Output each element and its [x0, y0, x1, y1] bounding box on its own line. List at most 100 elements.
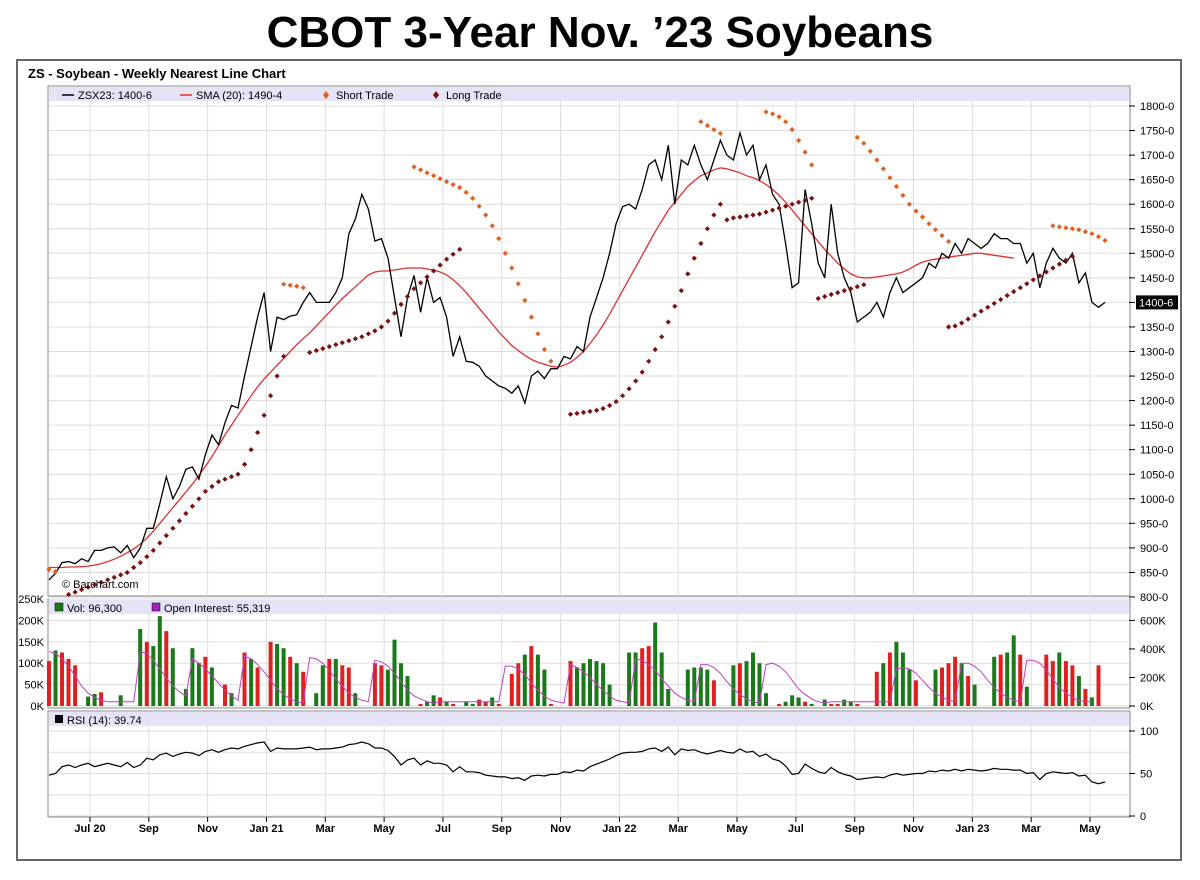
volume-bar	[907, 669, 912, 706]
long-trade-marker	[92, 582, 98, 588]
long-trade-marker	[85, 584, 91, 590]
volume-right-tick: 200K	[1140, 672, 1166, 684]
volume-bar	[992, 656, 997, 706]
price-y-tick: 1350-0	[1140, 322, 1174, 334]
volume-bar	[731, 665, 736, 706]
short-trade-marker	[893, 183, 899, 190]
short-trade-marker	[913, 208, 919, 214]
short-trade-marker	[717, 130, 723, 137]
volume-bar	[568, 661, 573, 706]
short-trade-marker	[770, 111, 776, 117]
short-trade-marker	[1076, 227, 1082, 233]
legend-swatch	[433, 91, 439, 99]
volume-bar	[783, 701, 788, 706]
volume-left-tick: 150K	[18, 637, 44, 649]
short-trade-marker	[418, 167, 424, 173]
volume-bar	[255, 667, 260, 706]
volume-bar	[294, 663, 299, 706]
long-trade-marker	[952, 323, 958, 329]
volume-bar	[653, 622, 658, 706]
short-trade-marker	[300, 285, 306, 291]
short-trade-marker	[450, 182, 456, 188]
volume-legend-label: Vol: 96,300	[67, 603, 122, 615]
short-trade-marker	[946, 238, 952, 245]
long-trade-marker	[978, 308, 984, 314]
long-trade-marker	[333, 342, 339, 348]
long-trade-marker	[1069, 253, 1075, 259]
long-trade-marker	[567, 411, 574, 417]
volume-legend-label: Open Interest: 55,319	[164, 603, 270, 615]
short-trade-marker	[457, 184, 463, 191]
volume-bar	[685, 669, 690, 706]
legend-label: Long Trade	[446, 90, 502, 102]
volume-bar	[1063, 661, 1068, 706]
short-trade-marker	[783, 119, 789, 125]
volume-bar	[405, 676, 410, 706]
short-trade-marker	[776, 114, 782, 120]
volume-bar	[692, 667, 697, 706]
price-panel	[47, 85, 1131, 597]
long-trade-marker	[652, 346, 658, 353]
volume-bar	[1050, 661, 1055, 706]
long-trade-marker	[756, 211, 763, 217]
price-y-tick: 1450-0	[1140, 273, 1174, 285]
long-trade-marker	[268, 393, 274, 399]
volume-bar	[522, 654, 527, 706]
long-trade-marker	[633, 378, 639, 384]
volume-left-tick: 250K	[18, 594, 44, 606]
volume-bar	[327, 658, 332, 706]
price-y-tick: 1550-0	[1140, 224, 1174, 236]
x-tick-label: Jul	[435, 823, 451, 835]
short-trade-marker	[861, 140, 867, 146]
long-trade-marker	[704, 226, 710, 232]
long-trade-marker	[157, 540, 163, 546]
long-trade-marker	[991, 300, 997, 306]
volume-bar	[646, 646, 651, 706]
long-trade-marker	[228, 474, 235, 480]
volume-legend-swatch	[54, 602, 64, 612]
volume-bar	[881, 663, 886, 706]
long-trade-marker	[424, 274, 430, 280]
long-trade-marker	[1050, 265, 1056, 271]
volume-bar	[1083, 688, 1088, 706]
volume-bar	[666, 688, 671, 706]
short-trade-marker	[470, 195, 476, 201]
volume-bar	[588, 658, 592, 706]
long-trade-marker	[359, 334, 365, 340]
long-trade-marker	[965, 316, 971, 322]
volume-bar	[483, 701, 488, 706]
volume-bar	[47, 661, 51, 706]
volume-bar	[379, 665, 384, 706]
volume-legend-bar	[49, 600, 1129, 614]
volume-bar	[913, 680, 918, 706]
short-trade-marker	[1089, 231, 1095, 237]
short-trade-marker	[535, 331, 541, 337]
volume-bar	[418, 703, 423, 706]
long-trade-marker	[972, 312, 978, 318]
volume-bar	[268, 641, 273, 706]
volume-bar	[1011, 635, 1016, 706]
long-trade-marker	[131, 564, 137, 571]
long-trade-marker	[202, 488, 208, 494]
long-trade-marker	[118, 572, 124, 578]
x-tick-label: Jan 22	[602, 823, 636, 835]
volume-bar	[959, 663, 964, 706]
volume-bar	[972, 684, 977, 706]
long-trade-marker	[672, 303, 678, 309]
long-trade-marker	[352, 336, 358, 342]
long-trade-marker	[985, 304, 991, 310]
volume-bar	[705, 669, 710, 706]
volume-right-tick: 0K	[1140, 701, 1154, 713]
short-trade-marker	[711, 127, 717, 133]
volume-bar	[953, 656, 958, 706]
short-trade-marker	[431, 173, 437, 179]
long-trade-marker	[594, 407, 600, 413]
long-trade-marker	[822, 293, 828, 300]
volume-bar	[99, 692, 104, 706]
long-trade-marker	[763, 209, 769, 215]
rsi-legend-label: RSI (14): 39.74	[67, 715, 142, 727]
long-trade-marker	[235, 471, 241, 477]
long-trade-marker	[776, 205, 782, 211]
price-y-tick: 1750-0	[1140, 126, 1174, 138]
